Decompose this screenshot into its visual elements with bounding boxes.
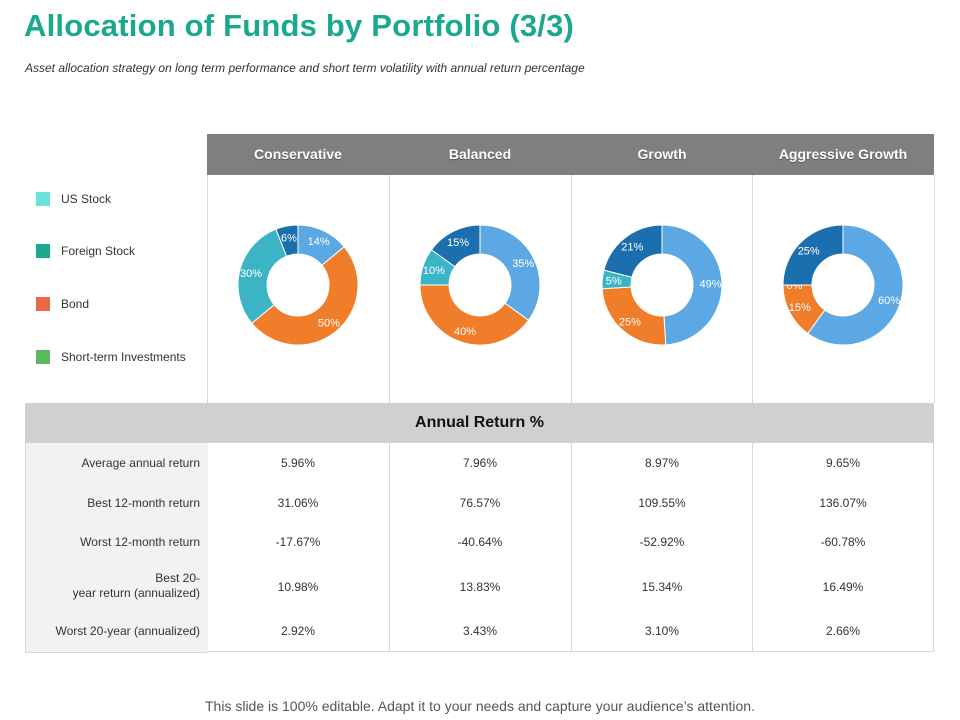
donut-slice [251, 246, 359, 346]
legend-label: Short-term Investments [61, 350, 186, 364]
row-label-worst-12-month-return: Worst 12-month return [80, 535, 200, 549]
column-header-growth: Growth [637, 146, 687, 162]
table-cell: 15.34% [641, 580, 683, 594]
legend-label: Bond [61, 297, 90, 311]
donut-slice-label: 10% [423, 265, 445, 277]
table-cell: -17.67% [275, 535, 321, 549]
row-label-worst-20-year: Worst 20-year (annualized) [55, 624, 200, 638]
donut-slice [237, 228, 288, 324]
legend-item-foreign-stock: Foreign Stock [36, 243, 206, 259]
table-cell: 3.43% [462, 624, 498, 638]
table-cell: 3.10% [644, 624, 680, 638]
donut-slice-label: 49% [699, 278, 721, 290]
chart-cell-growth: 49% 25% 5% 21% [571, 175, 753, 403]
donut-chart-growth: 49% 25% 5% 21% [601, 224, 723, 346]
table-cell: 8.97% [644, 456, 680, 470]
donut-slice [782, 224, 844, 286]
legend-item-bond: Bond [36, 296, 206, 312]
footer-note: This slide is 100% editable. Adapt it to… [205, 698, 755, 714]
legend-swatch [36, 350, 50, 364]
donut-slice-label: 30% [240, 268, 262, 280]
donut-slice [479, 224, 541, 321]
table-cell: 9.65% [825, 456, 861, 470]
donut-slice [603, 224, 663, 278]
legend-swatch [36, 297, 50, 311]
legend-item-us-stock: US Stock [36, 191, 206, 207]
table-cell: -60.78% [820, 535, 866, 549]
donut-slice-label: 35% [512, 258, 534, 270]
donut-chart-balanced: 35% 40% 10% 15% [419, 224, 541, 346]
donut-chart-conservative: 14% 50% 30% 6% [237, 224, 359, 346]
row-label-best-20-year-return: Best 20- year return (annualized) [72, 571, 200, 600]
donut-slice [275, 224, 299, 257]
legend-item-short-term-investments: Short-term Investments [36, 349, 206, 365]
column-header-aggressive-growth: Aggressive Growth [778, 146, 908, 162]
table-cell: 2.92% [280, 624, 316, 638]
table-cell: 136.07% [819, 496, 867, 510]
column-divider [752, 443, 753, 652]
table-cell: -40.64% [457, 535, 503, 549]
table-cell: 10.98% [277, 580, 319, 594]
page-subtitle: Asset allocation strategy on long term p… [25, 61, 585, 75]
column-header-bar [207, 134, 934, 175]
donut-slice-label: 25% [798, 246, 820, 258]
table-cell: 16.49% [822, 580, 864, 594]
table-body [207, 443, 934, 652]
donut-chart-aggressive-growth: 60%15%0%25% [782, 224, 904, 346]
table-cell: 13.83% [459, 580, 501, 594]
donut-slice-label: 15% [447, 237, 469, 249]
table-cell: 2.66% [825, 624, 861, 638]
chart-cell-aggressive-growth: 60% 15% 0% 25% [752, 175, 935, 403]
donut-slice [807, 224, 904, 346]
legend-swatch [36, 244, 50, 258]
donut-slice-label: 21% [621, 242, 643, 254]
row-label-column [25, 443, 208, 653]
table-cell: 109.55% [638, 496, 686, 510]
donut-slice-label: 40% [454, 326, 476, 338]
table-cell: 31.06% [277, 496, 319, 510]
donut-slice-label: 15% [789, 302, 811, 314]
table-cell: 7.96% [462, 456, 498, 470]
page-title: Allocation of Funds by Portfolio (3/3) [24, 8, 575, 43]
portfolio-grid: Conservative Balanced Growth Aggressive … [25, 134, 935, 653]
donut-slice [661, 224, 723, 346]
donut-slice-label: 50% [318, 317, 340, 329]
column-header-conservative: Conservative [254, 146, 342, 162]
table-cell: 5.96% [280, 456, 316, 470]
legend-swatch [36, 192, 50, 206]
table-cell: 76.57% [459, 496, 501, 510]
table-cell: -52.92% [639, 535, 685, 549]
column-divider [571, 443, 572, 652]
legend-label: Foreign Stock [61, 244, 136, 258]
column-header-balanced: Balanced [448, 146, 512, 162]
donut-slice-label: 5% [606, 275, 622, 287]
chart-cell-balanced: 35% 40% 10% 15% [389, 175, 571, 403]
annual-return-heading: Annual Return % [25, 403, 934, 443]
chart-cell-conservative: 14% 50% 30% 6% [207, 175, 389, 403]
donut-slice-label: 14% [308, 236, 330, 248]
donut-slice [419, 284, 530, 346]
column-divider [389, 443, 390, 652]
donut-slice-label: 6% [281, 232, 297, 244]
row-label-average-annual-return: Average annual return [81, 456, 200, 470]
donut-slice-label: 25% [619, 316, 641, 328]
donut-slice-label: 60% [878, 295, 900, 307]
donut-slice [430, 224, 481, 268]
legend-label: US Stock [61, 192, 112, 206]
row-label-best-12-month-return: Best 12-month return [87, 496, 200, 510]
